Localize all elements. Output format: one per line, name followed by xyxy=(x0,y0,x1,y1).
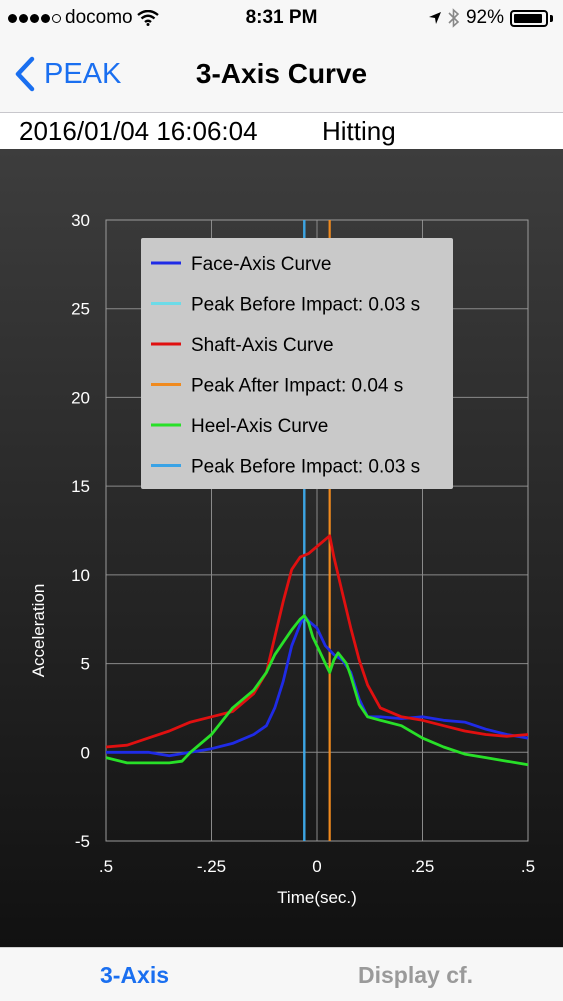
tab-3-axis[interactable]: 3-Axis xyxy=(100,962,170,988)
legend-label: Shaft-Axis Curve xyxy=(191,335,334,356)
legend-label: Face-Axis Curve xyxy=(191,254,331,275)
y-tick-label: 25 xyxy=(71,300,90,319)
page-title: 3-Axis Curve xyxy=(195,58,368,89)
x-tick-label: .25 xyxy=(411,857,435,876)
chart-legend xyxy=(141,238,453,489)
legend-label: Heel-Axis Curve xyxy=(191,416,328,437)
chevron-left-icon xyxy=(15,56,35,92)
wifi-icon xyxy=(136,10,159,26)
y-tick-label: 30 xyxy=(71,211,90,230)
record-header: 2016/01/04 16:06:04 Hitting xyxy=(0,113,563,149)
navigation-bar: PEAK 3-Axis Curve xyxy=(0,38,563,113)
carrier-name: docomo xyxy=(65,7,133,28)
battery-icon xyxy=(510,9,548,27)
back-button[interactable]: PEAK xyxy=(12,56,121,92)
y-tick-label: 15 xyxy=(71,477,90,496)
record-datetime: 2016/01/04 16:06:04 xyxy=(19,116,258,146)
x-tick-label: .5 xyxy=(521,857,535,876)
series-line xyxy=(106,614,529,758)
y-tick-label: -5 xyxy=(75,832,90,851)
y-tick-label: 10 xyxy=(71,566,90,585)
x-axis-label: Time(sec.) xyxy=(277,888,357,907)
battery-tip xyxy=(550,14,553,22)
bluetooth-icon xyxy=(448,8,460,28)
y-axis-label: Acceleration xyxy=(29,584,48,678)
status-bar: docomo 8:31 PM 92% xyxy=(0,0,563,38)
tab-bar: 3-Axis Display cf. xyxy=(0,947,563,1001)
carrier-group: docomo xyxy=(8,7,159,29)
signal-strength-icon xyxy=(8,13,61,23)
plot-frame xyxy=(105,219,529,842)
legend-label: Peak After Impact: 0.04 s xyxy=(191,376,403,397)
x-tick-label: -.25 xyxy=(197,857,226,876)
status-right-group: 92% xyxy=(428,7,553,29)
back-button-label: PEAK xyxy=(44,57,122,90)
location-arrow-icon xyxy=(428,12,441,24)
x-tick-label: .5 xyxy=(99,857,113,876)
record-type: Hitting xyxy=(322,116,396,146)
y-tick-label: 0 xyxy=(81,743,90,762)
legend-label: Peak Before Impact: 0.03 s xyxy=(191,295,420,316)
battery-percent: 92% xyxy=(465,7,504,28)
status-time: 8:31 PM xyxy=(245,7,318,28)
acceleration-chart: -5 0 5 10 15 20 25 30 .5 -.25 0 .25 .5 Time(sec.) Acce… xyxy=(29,211,535,907)
y-tick-label: 20 xyxy=(71,388,90,407)
y-tick-label: 5 xyxy=(81,655,90,674)
series-line xyxy=(105,534,529,749)
tab-display-cf[interactable]: Display cf. xyxy=(358,962,474,988)
x-tick-label: 0 xyxy=(312,857,321,876)
series-line xyxy=(105,614,529,767)
chart-panel: -5 0 5 10 15 20 25 30 .5 -.25 0 .25 .5 Time(sec.) Acce… xyxy=(0,149,563,947)
legend-label: Peak Before Impact: 0.03 s xyxy=(191,457,420,478)
